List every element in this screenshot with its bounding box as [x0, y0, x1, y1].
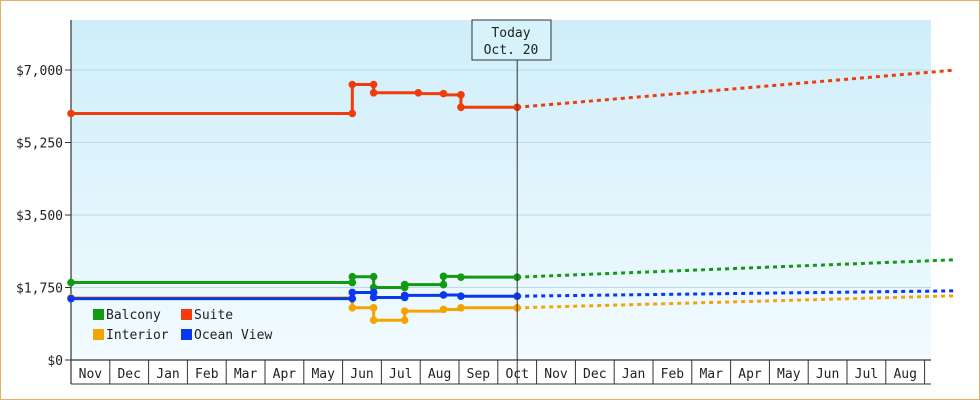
- x-tick-label: Aug: [428, 367, 451, 382]
- x-tick-label: Aug: [893, 367, 916, 382]
- x-tick-label: Jan: [156, 367, 179, 382]
- x-tick-label: Apr: [273, 367, 297, 382]
- data-point-interior: [400, 316, 409, 325]
- forecast-line-suite: [517, 68, 956, 109]
- axes: [70, 20, 931, 385]
- x-tick-label: Nov: [79, 367, 103, 382]
- data-point-interior: [369, 316, 378, 325]
- data-point-suite: [414, 88, 423, 97]
- forecast-line-ocean-view: [517, 289, 956, 298]
- legend-label: Suite: [194, 308, 233, 323]
- legend-label: Balcony: [106, 308, 161, 323]
- x-tick-label: Mar: [234, 367, 258, 382]
- data-point-suite: [348, 80, 357, 89]
- data-point-balcony: [348, 278, 357, 287]
- today-label: Today: [491, 26, 530, 41]
- data-point-interior: [369, 304, 378, 312]
- today-box: [471, 19, 552, 61]
- plot-background: [71, 20, 931, 360]
- x-tick-label: Dec: [117, 367, 140, 382]
- data-point-balcony: [457, 273, 465, 281]
- x-tick-label: Feb: [195, 367, 219, 382]
- data-point-suite: [67, 109, 75, 118]
- y-tick-label: $0: [47, 354, 63, 369]
- y-tick-label: $7,000: [16, 64, 63, 79]
- x-tick-label: Dec: [583, 367, 606, 382]
- x-tick-label: Jul: [389, 367, 412, 382]
- data-point-balcony: [348, 272, 357, 281]
- data-point-ocean-view: [439, 291, 448, 299]
- x-tick-label: Sep: [467, 367, 491, 382]
- x-axis-ticks: Nov Dec Jan Feb Mar Apr May Jun Jul Aug Sep Oct Nov D…: [70, 360, 926, 384]
- data-point-interior: [439, 305, 448, 314]
- legend: Balcony Suite Interior Ocean View: [93, 308, 272, 343]
- x-tick-label: Jun: [816, 367, 839, 382]
- forecast-line-balcony: [517, 258, 956, 279]
- data-point-interior: [400, 307, 409, 315]
- data-point-suite: [348, 109, 357, 118]
- y-tick-label: $3,500: [16, 209, 63, 224]
- y-tick-label: $1,750: [16, 282, 63, 297]
- data-point-ocean-view: [348, 288, 357, 297]
- data-point-ocean-view: [400, 291, 409, 300]
- data-point-suite: [457, 91, 465, 99]
- data-point-suite: [369, 80, 378, 89]
- y-tick-label: $5,250: [16, 137, 63, 152]
- x-tick-label: May: [777, 367, 801, 382]
- x-tick-label: Nov: [544, 367, 568, 382]
- data-point-balcony: [400, 280, 409, 289]
- y-axis-ticks: $0 $1,750 $3,500 $5,250 $7,000: [16, 64, 71, 369]
- data-point-balcony: [369, 272, 378, 281]
- data-point-suite: [369, 88, 378, 97]
- legend-swatch: [93, 329, 104, 340]
- series-lines: [67, 68, 956, 325]
- grid-lines: [71, 69, 931, 288]
- data-point-balcony: [439, 280, 448, 289]
- data-point-suite: [457, 103, 465, 112]
- forecast-line-interior: [517, 294, 956, 310]
- x-tick-label: Jul: [855, 367, 878, 382]
- legend-swatch: [181, 329, 192, 340]
- data-point-balcony: [439, 272, 448, 281]
- legend-swatch: [181, 309, 192, 320]
- data-point-ocean-view: [67, 294, 75, 303]
- x-tick-label: Apr: [738, 367, 762, 382]
- x-tick-label: Mar: [699, 367, 723, 382]
- data-point-suite: [439, 89, 448, 98]
- data-point-ocean-view: [348, 294, 357, 303]
- today-date: Oct. 20: [484, 43, 539, 58]
- data-point-ocean-view: [457, 292, 465, 301]
- legend-label: Interior: [106, 328, 169, 343]
- data-point-balcony: [67, 278, 75, 287]
- legend-swatch: [93, 309, 104, 320]
- data-point-interior: [457, 304, 465, 312]
- data-point-ocean-view: [369, 293, 378, 302]
- x-tick-label: Jun: [350, 367, 373, 382]
- data-point-interior: [348, 304, 357, 312]
- x-tick-label: Feb: [661, 367, 685, 382]
- x-tick-label: Jan: [622, 367, 645, 382]
- x-tick-label: May: [311, 367, 335, 382]
- today-marker: Today Oct. 20: [471, 19, 552, 384]
- legend-label: Ocean View: [194, 328, 272, 343]
